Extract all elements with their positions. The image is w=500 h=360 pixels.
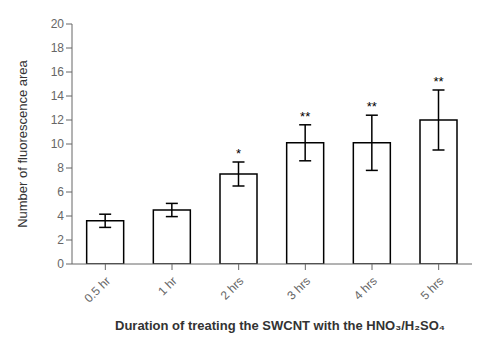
svg-text:*: * [236, 146, 241, 161]
svg-text:8: 8 [57, 161, 64, 175]
svg-text:1 hr: 1 hr [155, 274, 180, 299]
svg-text:20: 20 [51, 17, 65, 31]
svg-text:4: 4 [57, 209, 64, 223]
svg-text:4 hrs: 4 hrs [351, 274, 380, 303]
svg-text:**: ** [433, 74, 443, 89]
svg-text:10: 10 [51, 137, 65, 151]
svg-text:0.5 hr: 0.5 hr [82, 274, 114, 306]
svg-text:3 hrs: 3 hrs [284, 274, 313, 303]
svg-text:**: ** [300, 109, 310, 124]
svg-text:Number of fluorescence area: Number of fluorescence area [15, 59, 30, 227]
svg-text:18: 18 [51, 41, 65, 55]
svg-text:5 hrs: 5 hrs [418, 274, 447, 303]
svg-text:16: 16 [51, 65, 65, 79]
svg-text:2 hrs: 2 hrs [218, 274, 247, 303]
svg-text:2: 2 [57, 233, 64, 247]
svg-text:6: 6 [57, 185, 64, 199]
svg-text:**: ** [367, 99, 377, 114]
html-text:Duration of treating the SWCNT: Duration of treating the SWCNT with the … [115, 318, 445, 333]
svg-text:12: 12 [51, 113, 65, 127]
svg-text:14: 14 [51, 89, 65, 103]
svg-text:0: 0 [57, 257, 64, 271]
